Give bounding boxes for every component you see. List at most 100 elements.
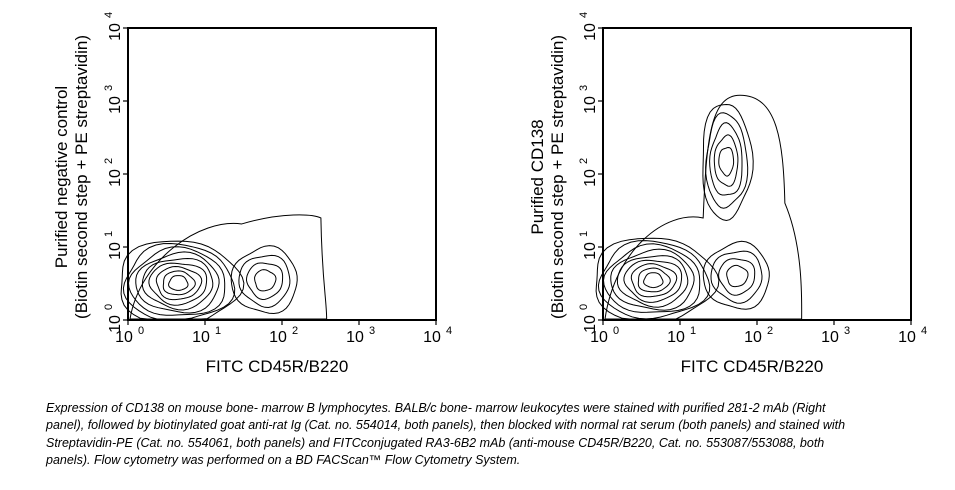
x-tick-base: 10 xyxy=(667,329,685,346)
contour-line xyxy=(616,255,689,308)
x-tick-base: 10 xyxy=(590,329,608,346)
contour-line xyxy=(238,254,291,309)
contour-line xyxy=(726,264,749,288)
x-tick-exp: 3 xyxy=(844,325,850,337)
y-tick-base: 10 xyxy=(582,96,599,114)
y-tick-exp: 3 xyxy=(578,85,590,91)
y-tick-exp: 2 xyxy=(103,158,115,164)
y-tick-exp: 0 xyxy=(103,304,115,310)
y-tick-labels: 10 0 10 1 10 2 10 3 10 4 xyxy=(578,12,603,333)
x-tick-base: 10 xyxy=(423,329,441,346)
contour-line xyxy=(120,240,245,320)
x-tick-exp: 1 xyxy=(690,325,696,337)
contour-line xyxy=(155,265,203,301)
y-tick-base: 10 xyxy=(107,23,124,41)
y-tick-exp: 0 xyxy=(578,304,590,310)
y-tick-base: 10 xyxy=(107,169,124,187)
contour-line xyxy=(230,245,298,315)
y-tick-label: 10 1 xyxy=(103,231,124,260)
contour-line xyxy=(168,275,189,291)
x-tick-exp: 4 xyxy=(921,325,927,337)
contour-line xyxy=(713,134,739,187)
y-axis-label-line1: Purified negative control xyxy=(52,86,71,268)
y-tick-label: 10 4 xyxy=(103,12,124,41)
contour-line xyxy=(254,269,277,292)
contour-line xyxy=(637,267,671,293)
contour-lines xyxy=(120,214,328,320)
x-tick-exp: 0 xyxy=(138,325,144,337)
contour-line xyxy=(710,250,763,304)
x-tick-label: 10 0 xyxy=(590,325,619,346)
x-tick-label: 10 1 xyxy=(667,325,696,346)
x-tick-base: 10 xyxy=(269,329,287,346)
x-tick-base: 10 xyxy=(898,329,916,346)
y-tick-base: 10 xyxy=(107,242,124,260)
contour-line xyxy=(702,240,770,310)
contour-line xyxy=(162,270,196,296)
y-tick-label: 10 0 xyxy=(578,304,599,333)
contour-line xyxy=(718,146,735,177)
y-tick-exp: 2 xyxy=(578,158,590,164)
y-tick-labels: 10 0 10 1 10 2 10 3 10 4 xyxy=(103,12,128,333)
contour-outer-envelope xyxy=(129,214,328,320)
y-axis-label-line1: Purified CD138 xyxy=(528,119,547,234)
plot-frame xyxy=(602,27,912,321)
x-axis-label: FITC CD45R/B220 xyxy=(681,357,824,376)
figure-caption: Expression of CD138 on mouse bone- marro… xyxy=(46,401,846,468)
x-tick-base: 10 xyxy=(115,329,133,346)
contour-line xyxy=(705,112,749,209)
right-contour-plot: 10 0 10 1 10 2 10 3 10 4 10 0 10 1 10 2 10 3 10 4 FITC CD4… xyxy=(528,12,927,376)
contour-line xyxy=(122,242,236,320)
x-tick-exp: 1 xyxy=(215,325,221,337)
contour-line xyxy=(597,240,711,320)
y-tick-base: 10 xyxy=(107,315,124,333)
y-tick-label: 10 3 xyxy=(578,85,599,114)
x-tick-label: 10 2 xyxy=(269,325,298,346)
x-tick-exp: 2 xyxy=(292,325,298,337)
contour-line xyxy=(245,262,284,301)
x-tick-label: 10 2 xyxy=(744,325,773,346)
x-tick-base: 10 xyxy=(821,329,839,346)
contour-line xyxy=(610,248,695,311)
contour-line xyxy=(135,251,220,314)
y-tick-base: 10 xyxy=(582,169,599,187)
y-axis-label-line2: (Biotin second step + PE streptavidin) xyxy=(548,35,567,319)
contour-line xyxy=(623,259,683,303)
y-tick-base: 10 xyxy=(107,96,124,114)
x-tick-label: 10 3 xyxy=(821,325,850,346)
y-tick-label: 10 2 xyxy=(578,158,599,187)
contour-line xyxy=(718,258,756,296)
x-tick-exp: 3 xyxy=(369,325,375,337)
x-tick-labels: 10 0 10 1 10 2 10 3 10 4 xyxy=(590,320,927,346)
y-tick-exp: 3 xyxy=(103,85,115,91)
y-tick-exp: 4 xyxy=(578,12,590,18)
y-tick-base: 10 xyxy=(582,315,599,333)
x-tick-label: 10 1 xyxy=(192,325,221,346)
y-axis-label-line2: (Biotin second step + PE streptavidin) xyxy=(72,35,91,319)
contour-line xyxy=(148,262,208,306)
y-tick-label: 10 2 xyxy=(103,158,124,187)
x-tick-exp: 0 xyxy=(613,325,619,337)
y-tick-base: 10 xyxy=(582,23,599,41)
y-tick-exp: 4 xyxy=(103,12,115,18)
x-tick-base: 10 xyxy=(346,329,364,346)
x-tick-exp: 2 xyxy=(767,325,773,337)
contour-line xyxy=(630,263,678,298)
x-tick-label: 10 4 xyxy=(898,325,927,346)
y-tick-label: 10 3 xyxy=(103,85,124,114)
y-tick-label: 10 1 xyxy=(578,231,599,260)
x-tick-label: 10 4 xyxy=(423,325,452,346)
x-tick-labels: 10 0 10 1 10 2 10 3 10 4 xyxy=(115,320,452,346)
x-axis-label: FITC CD45R/B220 xyxy=(206,357,349,376)
contour-line xyxy=(602,243,701,313)
y-tick-base: 10 xyxy=(582,242,599,260)
y-tick-exp: 1 xyxy=(578,231,590,237)
x-tick-label: 10 3 xyxy=(346,325,375,346)
contour-line xyxy=(141,257,214,311)
x-tick-exp: 4 xyxy=(446,325,452,337)
x-tick-base: 10 xyxy=(744,329,762,346)
y-tick-label: 10 4 xyxy=(578,12,599,41)
x-tick-base: 10 xyxy=(192,329,210,346)
y-tick-label: 10 0 xyxy=(103,304,124,333)
